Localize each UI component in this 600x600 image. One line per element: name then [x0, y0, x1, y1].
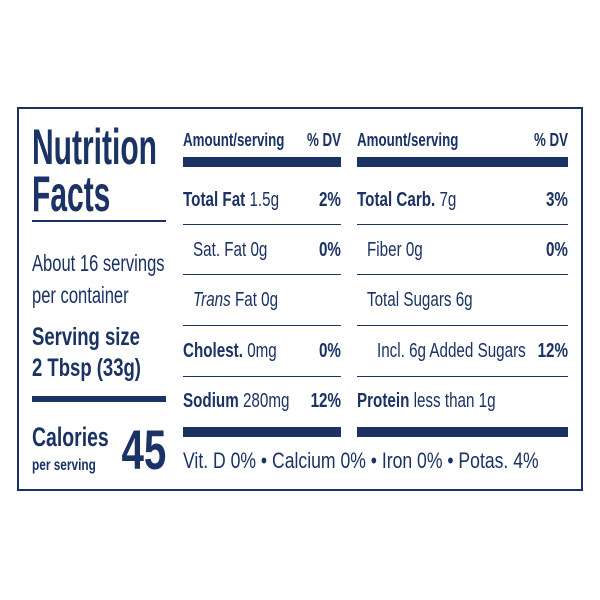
- nutrient-amount: 1.5g: [249, 189, 280, 211]
- bar: [183, 157, 341, 167]
- nutrient-dv: 0%: [319, 340, 341, 362]
- nutrient-dv: 2%: [319, 189, 341, 211]
- divider: [357, 224, 568, 225]
- title: Nutrition: [32, 119, 157, 175]
- label-border: [17, 107, 583, 491]
- nutrient-row: Trans Fat 0g: [193, 289, 278, 311]
- nutrient-amount: 0mg: [247, 340, 277, 362]
- divider: [357, 376, 568, 377]
- divider: [183, 224, 341, 225]
- nutrient-dv: 12%: [310, 390, 341, 412]
- divider: [183, 274, 341, 275]
- nutrient-row: Total Carb. 7g: [357, 189, 456, 211]
- servings: per container: [32, 282, 129, 308]
- nutrient-dv: 12%: [537, 340, 568, 362]
- nutrient-amount: less than 1g: [413, 390, 496, 412]
- nutrient-row: Sodium 280mg: [183, 390, 289, 412]
- nutrient-row: Total Fat 1.5g: [183, 189, 279, 211]
- serving-size-label: Serving size: [32, 323, 140, 351]
- nutrient-dv: 0%: [319, 239, 341, 261]
- divider: [32, 220, 166, 222]
- nutrient-name: Incl. 6g Added Sugars: [377, 340, 526, 362]
- nutrient-name: Sodium: [183, 390, 239, 412]
- nutrient-name: Total Carb.: [357, 189, 436, 211]
- calories-sublabel: per serving: [32, 457, 96, 474]
- nutrient-name: Protein: [357, 390, 410, 412]
- nutrient-dv: 0%: [546, 239, 568, 261]
- title: Facts: [32, 166, 111, 222]
- divider: [32, 396, 166, 402]
- calories-label: Calories: [32, 422, 109, 452]
- nutrient-row: Protein less than 1g: [357, 390, 496, 412]
- nutrient-name: Cholest.: [183, 340, 243, 362]
- nutrient-amount: Fat 0g: [234, 289, 279, 311]
- nutrient-name: Sat. Fat 0g: [193, 239, 268, 261]
- divider: [183, 376, 341, 377]
- nutrient-dv: 3%: [546, 189, 568, 211]
- nutrient-row: Cholest. 0mg: [183, 340, 277, 362]
- header-amount: Amount/serving: [357, 130, 459, 150]
- bar: [357, 427, 568, 437]
- divider: [357, 325, 568, 326]
- divider: [183, 325, 341, 326]
- header-amount: Amount/serving: [183, 130, 285, 150]
- divider: [357, 274, 568, 275]
- serving-size-value: 2 Tbsp (33g): [32, 354, 141, 382]
- nutrient-amount: 280mg: [242, 390, 290, 412]
- nutrient-name: Fiber 0g: [367, 239, 423, 261]
- servings: About 16 servings: [32, 250, 165, 276]
- nutrient-amount: 7g: [439, 189, 457, 211]
- nutrient-name: Total Fat: [183, 189, 246, 211]
- nutrient-name: Total Sugars 6g: [367, 289, 473, 311]
- calories-value: 45: [121, 418, 166, 481]
- bar: [357, 157, 568, 167]
- nutrient-name: Trans: [193, 289, 231, 311]
- header-dv: % DV: [306, 130, 341, 150]
- header-dv: % DV: [533, 130, 568, 150]
- bar: [183, 427, 341, 437]
- footer: Vit. D 0% • Calcium 0% • Iron 0% • Potas…: [183, 448, 539, 473]
